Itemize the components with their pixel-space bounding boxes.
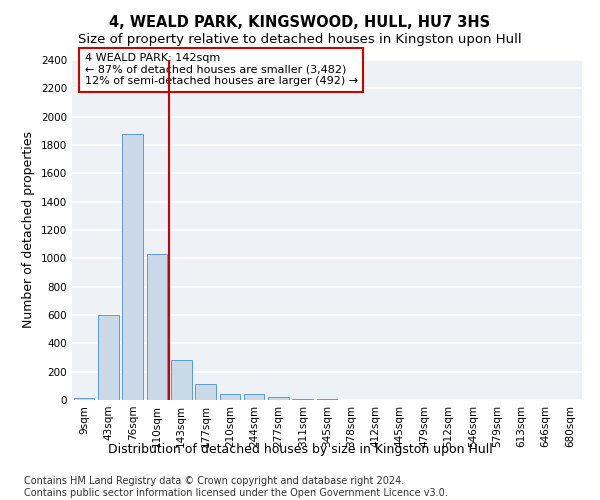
Y-axis label: Number of detached properties: Number of detached properties [22,132,35,328]
Bar [317,398,337,400]
Bar [171,360,191,400]
Bar [244,394,265,400]
Bar [122,134,143,400]
Bar [98,315,119,400]
Bar [220,394,240,400]
Bar [195,384,216,400]
Bar [74,398,94,400]
Bar [292,398,313,400]
Text: 4, WEALD PARK, KINGSWOOD, HULL, HU7 3HS: 4, WEALD PARK, KINGSWOOD, HULL, HU7 3HS [109,15,491,30]
Text: Contains HM Land Registry data © Crown copyright and database right 2024.
Contai: Contains HM Land Registry data © Crown c… [24,476,448,498]
Text: Size of property relative to detached houses in Kingston upon Hull: Size of property relative to detached ho… [78,32,522,46]
Bar [268,397,289,400]
Text: 4 WEALD PARK: 142sqm
← 87% of detached houses are smaller (3,482)
12% of semi-de: 4 WEALD PARK: 142sqm ← 87% of detached h… [85,53,358,86]
Bar [146,254,167,400]
Text: Distribution of detached houses by size in Kingston upon Hull: Distribution of detached houses by size … [107,442,493,456]
